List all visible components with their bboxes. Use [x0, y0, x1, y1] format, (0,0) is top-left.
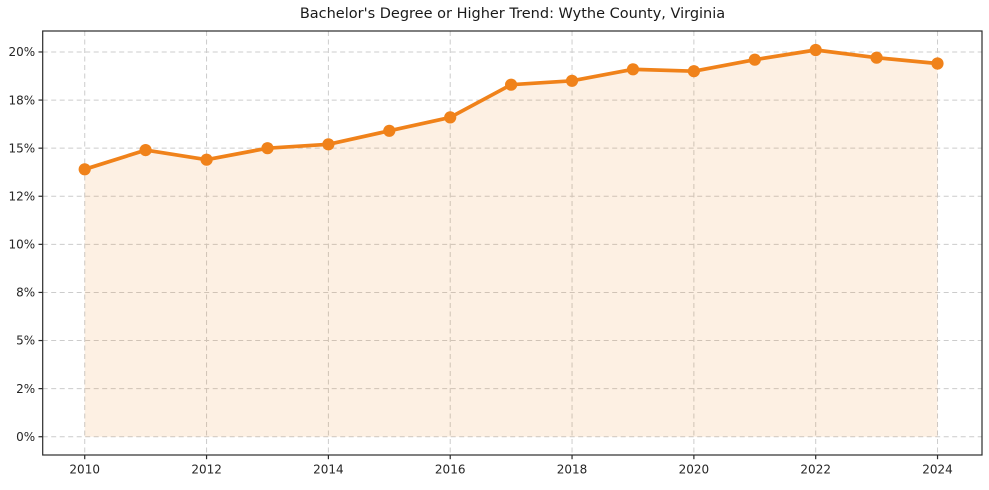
x-tick-label: 2018 [557, 463, 588, 477]
x-tick-label: 2024 [922, 463, 953, 477]
y-tick-label: 5% [16, 334, 35, 348]
y-tick-label: 12% [9, 190, 36, 204]
data-point-2022 [809, 43, 822, 57]
y-tick-label: 8% [16, 286, 35, 300]
y-tick-label: 18% [9, 93, 36, 107]
data-point-2012 [200, 153, 213, 166]
area-fill [84, 50, 938, 437]
x-tick-label: 2012 [191, 463, 222, 477]
x-tick-label: 2022 [800, 463, 831, 477]
data-point-2011 [139, 144, 152, 157]
y-tick-label: 15% [9, 141, 36, 155]
chart-title: Bachelor's Degree or Higher Trend: Wythe… [299, 6, 726, 22]
data-point-2015 [383, 124, 396, 137]
x-tick-label: 2016 [435, 463, 466, 477]
x-tick-label: 2020 [679, 463, 710, 477]
data-point-2013 [261, 142, 274, 155]
data-point-2014 [322, 138, 335, 151]
data-point-2010 [78, 163, 91, 176]
data-point-2023 [870, 51, 883, 64]
data-point-2019 [626, 63, 640, 76]
y-tick-label: 0% [16, 430, 35, 444]
x-tick-label: 2010 [69, 463, 100, 477]
data-point-2016 [444, 111, 457, 124]
data-point-2024 [931, 57, 944, 70]
y-tick-label: 20% [9, 45, 36, 59]
data-point-2021 [748, 53, 761, 66]
data-point-2020 [687, 65, 701, 78]
y-tick-label: 2% [16, 382, 35, 396]
y-tick-label: 10% [9, 238, 36, 252]
data-point-2017 [505, 78, 518, 91]
plot-border [42, 30, 983, 456]
data-point-2018 [565, 74, 579, 87]
x-tick-label: 2014 [313, 463, 344, 477]
